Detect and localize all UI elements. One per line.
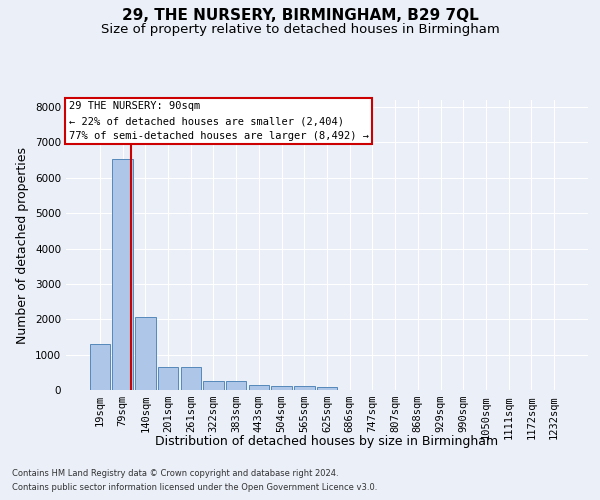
Text: Contains HM Land Registry data © Crown copyright and database right 2024.: Contains HM Land Registry data © Crown c… bbox=[12, 468, 338, 477]
Bar bbox=[294, 386, 314, 390]
Bar bbox=[248, 384, 269, 390]
Bar bbox=[181, 368, 201, 390]
Y-axis label: Number of detached properties: Number of detached properties bbox=[16, 146, 29, 344]
Text: Size of property relative to detached houses in Birmingham: Size of property relative to detached ho… bbox=[101, 22, 499, 36]
Bar bbox=[135, 317, 155, 390]
Text: 29 THE NURSERY: 90sqm
← 22% of detached houses are smaller (2,404)
77% of semi-d: 29 THE NURSERY: 90sqm ← 22% of detached … bbox=[68, 102, 368, 141]
Text: 29, THE NURSERY, BIRMINGHAM, B29 7QL: 29, THE NURSERY, BIRMINGHAM, B29 7QL bbox=[122, 8, 478, 22]
Bar bbox=[90, 344, 110, 390]
Bar bbox=[317, 388, 337, 390]
Bar bbox=[112, 160, 133, 390]
Text: Contains public sector information licensed under the Open Government Licence v3: Contains public sector information licen… bbox=[12, 484, 377, 492]
Bar bbox=[158, 367, 178, 390]
Bar bbox=[203, 381, 224, 390]
Text: Distribution of detached houses by size in Birmingham: Distribution of detached houses by size … bbox=[155, 435, 499, 448]
Bar bbox=[226, 381, 247, 390]
Bar bbox=[271, 386, 292, 390]
